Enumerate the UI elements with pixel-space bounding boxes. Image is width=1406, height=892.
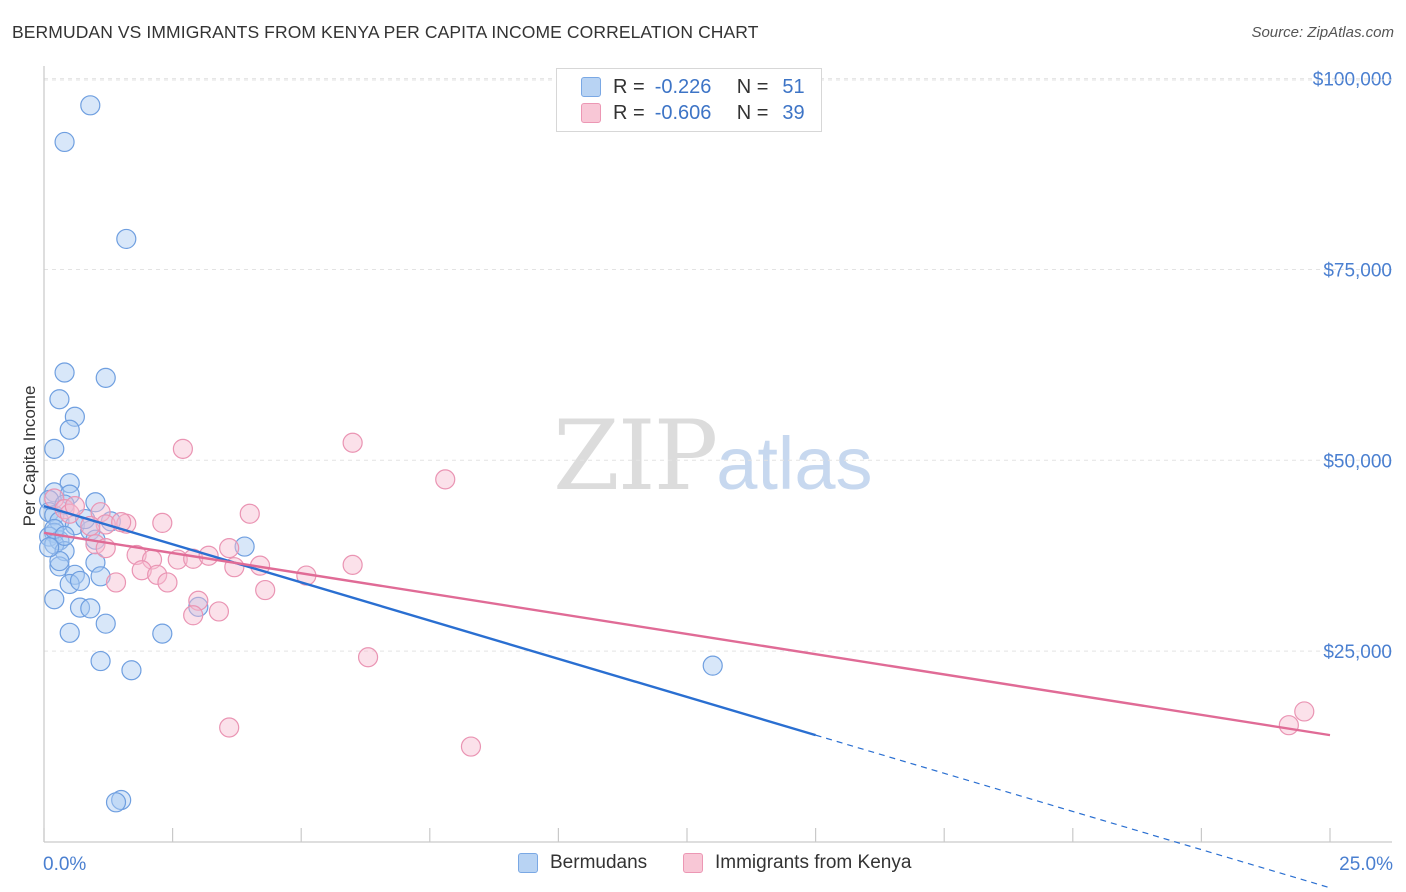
point-bermudans (95, 367, 116, 388)
point-kenya (342, 554, 363, 575)
point-bermudans (54, 494, 75, 515)
legend-swatch-bermudans (581, 77, 601, 97)
point-kenya (126, 544, 147, 566)
bottom-legend: Bermudans Immigrants from Kenya (0, 852, 1406, 876)
bottom-legend-swatch-bermudans (518, 853, 538, 873)
point-bermudans (69, 597, 91, 618)
point-bermudans (54, 131, 75, 153)
bottom-legend-label-kenya: Immigrants from Kenya (715, 852, 912, 873)
bottom-legend-label-bermudans: Bermudans (550, 852, 648, 873)
legend-n-value: 51 (782, 75, 805, 98)
point-bermudans (59, 622, 80, 643)
point-bermudans (44, 589, 65, 610)
point-bermudans (80, 95, 101, 116)
point-bermudans (59, 419, 80, 440)
point-kenya (1278, 715, 1299, 736)
source-label: Source: ZipAtlas.com (1251, 24, 1394, 41)
bottom-legend-bermudans: Bermudans (518, 852, 647, 874)
trend-line-kenya (43, 531, 1331, 737)
point-kenya (183, 605, 204, 626)
point-kenya (219, 537, 240, 559)
point-kenya (208, 601, 229, 622)
legend-r-label: R = (613, 101, 645, 124)
x-tick-label: 25.0% (1339, 854, 1393, 875)
legend-n-value: 39 (782, 101, 805, 124)
y-tick-label: $75,000 (1323, 260, 1392, 281)
stats-legend: R = -0.226 N = 51 R = -0.606 N = 39 (556, 68, 822, 132)
point-bermudans (54, 362, 75, 383)
point-bermudans (111, 789, 132, 811)
y-tick-label: $50,000 (1323, 451, 1392, 472)
point-kenya (255, 579, 276, 601)
chart-title: BERMUDAN VS IMMIGRANTS FROM KENYA PER CA… (12, 22, 759, 42)
point-kenya (147, 564, 168, 585)
bottom-legend-kenya: Immigrants from Kenya (683, 852, 911, 874)
point-bermudans (49, 556, 70, 577)
legend-swatch-kenya (581, 103, 601, 123)
point-bermudans (105, 792, 127, 813)
bottom-legend-swatch-kenya (683, 853, 703, 873)
legend-n-label: N = (736, 101, 769, 124)
point-bermudans (90, 566, 111, 587)
point-kenya (219, 717, 240, 738)
point-kenya (172, 438, 193, 459)
point-kenya (152, 512, 173, 533)
point-kenya (357, 647, 379, 668)
point-kenya (460, 736, 482, 757)
point-kenya (239, 503, 260, 524)
trend-line-bermudans (43, 504, 816, 737)
point-bermudans (69, 570, 91, 592)
y-axis-label: Per Capita Income (20, 386, 39, 527)
point-bermudans (44, 438, 65, 459)
legend-row-kenya: R = -0.606 N = 39 (581, 101, 805, 125)
point-bermudans (64, 406, 85, 427)
point-bermudans (59, 473, 80, 494)
point-kenya (105, 572, 127, 593)
point-bermudans (49, 389, 70, 410)
point-kenya (157, 572, 178, 593)
point-kenya (342, 432, 363, 453)
point-bermudans (90, 650, 111, 672)
trend-line-extension-bermudans (815, 734, 1331, 889)
legend-r-value: -0.226 (654, 75, 712, 98)
point-bermudans (121, 660, 142, 681)
legend-r-value: -0.606 (654, 101, 712, 124)
point-bermudans (95, 613, 116, 634)
point-bermudans (54, 541, 75, 562)
point-bermudans (116, 228, 137, 250)
point-bermudans (85, 492, 106, 513)
y-tick-label: $25,000 (1323, 642, 1392, 663)
point-bermudans (49, 550, 70, 572)
legend-r-label: R = (613, 75, 645, 98)
x-tick-label: 0.0% (43, 854, 86, 875)
point-bermudans (80, 598, 101, 619)
legend-row-bermudans: R = -0.226 N = 51 (581, 75, 805, 99)
point-bermudans (234, 536, 255, 557)
y-tick-label: $100,000 (1313, 70, 1392, 91)
point-bermudans (39, 537, 60, 558)
legend-n-label: N = (736, 75, 769, 98)
point-kenya (435, 469, 456, 490)
point-bermudans (152, 623, 173, 644)
point-kenya (1294, 701, 1315, 722)
point-bermudans (702, 655, 723, 676)
point-kenya (131, 560, 152, 581)
